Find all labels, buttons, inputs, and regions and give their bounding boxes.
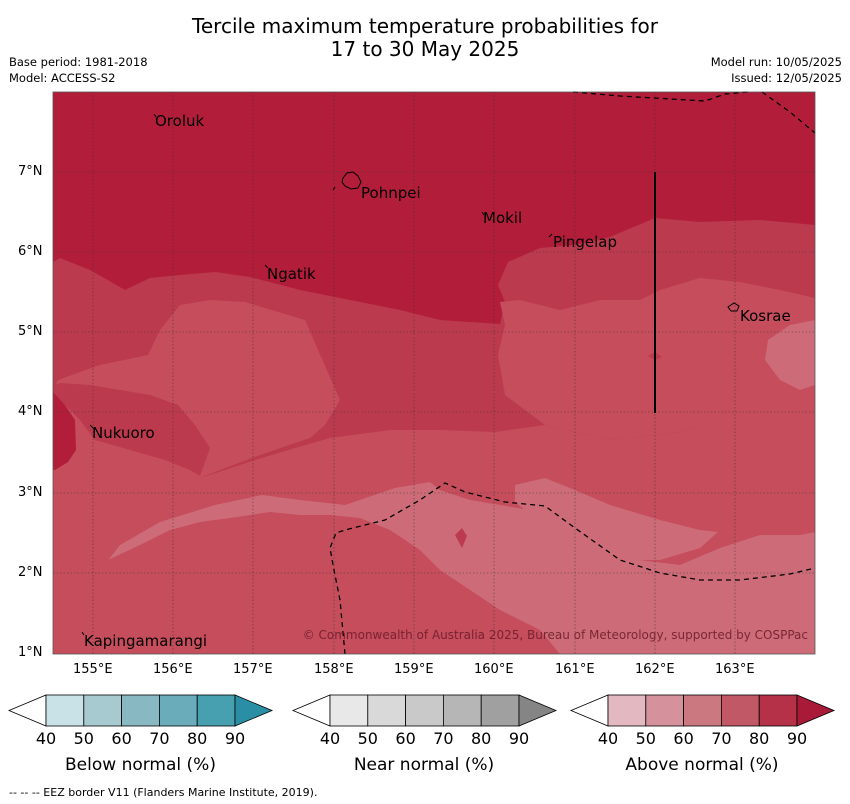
lon-label-156e: 156°E (153, 662, 193, 677)
field-50-kosrae (765, 320, 815, 390)
lon-label-157e: 157°E (233, 662, 273, 677)
place-label-ngatik: Ngatik (267, 265, 316, 283)
colorbar-extend-high (796, 694, 836, 727)
colorbar-tick-label: 90 (224, 729, 246, 748)
field-70-left (53, 383, 210, 476)
place-label-kapingamarangi: Kapingamarangi (84, 632, 208, 650)
legend-label-near-normal: Near normal (%) (353, 755, 495, 775)
eez-borders (329, 91, 816, 655)
colorbar-segment (367, 694, 406, 727)
colorbar-tick-label: 50 (73, 729, 94, 748)
colorbar-tick-label: 80 (749, 729, 770, 748)
probability-field (53, 92, 815, 654)
colorbar-segment (442, 694, 482, 727)
colorbar-segment (121, 694, 160, 727)
field-50-se (790, 563, 815, 600)
lat-label-2n: 2°N (18, 565, 43, 580)
map-frame (52, 91, 816, 655)
model-name: Model: ACCESS-S2 (9, 71, 116, 85)
colorbar-tick-label: 70 (149, 729, 170, 748)
lon-label-161e: 161°E (555, 662, 595, 677)
place-label-mokil: Mokil (483, 209, 523, 227)
colorbar-tick-label: 90 (508, 729, 530, 748)
colorbar-tick-label: 80 (471, 729, 492, 748)
place-label-pingelap: Pingelap (553, 233, 618, 251)
colorbar-tick-label: 40 (597, 729, 619, 748)
field-60-low-left (53, 548, 395, 654)
colorbar-tick-label: 60 (673, 729, 694, 748)
lat-label-1n: 1°N (18, 645, 43, 660)
colorbars (7, 694, 836, 727)
colorbar-segment (480, 694, 520, 727)
field-50-east (515, 478, 718, 560)
lat-label-5n: 5°N (18, 324, 43, 339)
place-label-kosrae: Kosrae (740, 307, 791, 325)
pohnpei-island-outline (341, 171, 362, 190)
colorbar-segment (329, 694, 369, 727)
eez-footnote: -- -- -- EEZ border V11 (Flanders Marine… (9, 786, 318, 799)
colorbar-above-normal (569, 694, 836, 727)
lat-label-7n: 7°N (18, 164, 43, 179)
colorbar-extend-low (7, 694, 47, 727)
kosrae-island-outline (727, 302, 740, 312)
colorbar-near-normal (291, 694, 558, 727)
colorbar-tick-label: 70 (711, 729, 732, 748)
colorbar-extend-low (291, 694, 331, 727)
lon-label-155e: 155°E (73, 662, 113, 677)
field-70-islet (455, 528, 467, 548)
colorbar-segment (683, 694, 722, 727)
colorbar-segment (196, 694, 236, 727)
colorbar-segment (45, 694, 85, 727)
colorbar-tick-label: 60 (395, 729, 416, 748)
colorbar-below-normal (7, 694, 274, 727)
colorbar-tick-label: 50 (635, 729, 656, 748)
field-80-west (53, 392, 76, 470)
issued-date: Issued: 12/05/2025 (731, 71, 842, 85)
colorbar-segment (158, 694, 198, 727)
map-title-line2: 17 to 30 May 2025 (330, 37, 520, 61)
colorbar-tick-label: 40 (35, 729, 57, 748)
colorbar-segment (758, 694, 798, 727)
legend-label-above-normal: Above normal (%) (625, 755, 779, 775)
lat-label-3n: 3°N (18, 485, 43, 500)
lon-label-159e: 159°E (394, 662, 434, 677)
colorbar-tick-label: 70 (433, 729, 454, 748)
copyright-notice: © Commonwealth of Australia 2025, Bureau… (302, 628, 808, 642)
place-label-oroluk: Oroluk (155, 112, 205, 130)
lon-label-158e: 158°E (314, 662, 354, 677)
lon-label-163e: 163°E (715, 662, 755, 677)
colorbar-tick-label: 90 (786, 729, 808, 748)
colorbar-extend-low (569, 694, 609, 727)
map-title-line1: Tercile maximum temperature probabilitie… (192, 14, 658, 38)
lat-label-6n: 6°N (18, 244, 43, 259)
legend-label-below-normal: Below normal (%) (65, 755, 216, 775)
islands (81, 113, 740, 636)
colorbar-extend-high (518, 694, 558, 727)
colorbar-tick-label: 80 (187, 729, 208, 748)
model-run: Model run: 10/05/2025 (710, 55, 842, 69)
colorbar-tick-label: 40 (319, 729, 341, 748)
lon-label-162e: 162°E (635, 662, 675, 677)
colorbar-tick-label: 60 (111, 729, 132, 748)
lon-label-160e: 160°E (474, 662, 514, 677)
colorbar-tick-label: 50 (357, 729, 378, 748)
lat-label-4n: 4°N (18, 404, 43, 419)
colorbar-segment (405, 694, 444, 727)
place-label-nukuoro: Nukuoro (92, 424, 155, 442)
colorbar-extend-high (234, 694, 274, 727)
colorbar-segment (645, 694, 684, 727)
colorbar-segment (83, 694, 123, 727)
base-period: Base period: 1981-2018 (9, 55, 148, 69)
place-label-pohnpei: Pohnpei (361, 184, 421, 202)
colorbar-segment (607, 694, 647, 727)
colorbar-segment (721, 694, 760, 727)
